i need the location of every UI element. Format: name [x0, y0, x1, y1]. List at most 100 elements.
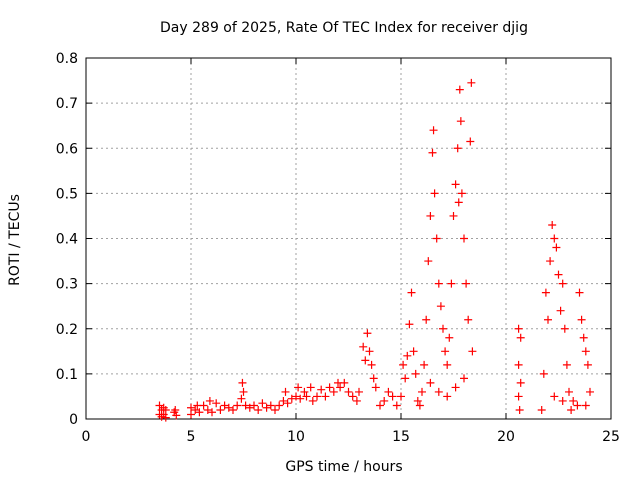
data-point [283, 399, 292, 408]
data-point [443, 392, 452, 401]
data-point [516, 333, 525, 342]
data-point [541, 288, 550, 297]
data-point [308, 396, 317, 405]
data-point [548, 220, 557, 229]
data-point [424, 257, 433, 266]
data-point [254, 405, 263, 414]
data-point [191, 405, 200, 414]
data-point [430, 189, 439, 198]
data-point [250, 401, 258, 410]
data-point [586, 387, 594, 396]
data-point [456, 117, 465, 126]
data-point [418, 387, 426, 396]
data-point [514, 392, 523, 401]
data-point [581, 347, 590, 356]
data-point [355, 387, 363, 396]
data-point [550, 392, 559, 401]
data-point [556, 306, 565, 315]
data-point [199, 401, 208, 410]
data-point [514, 360, 523, 369]
y-axis-ticks: 0 0.1 0.2 0.3 0.4 0.5 0.6 0.7 0.8 [56, 51, 611, 428]
y-tick-label: 0.6 [56, 141, 78, 157]
data-point [281, 387, 290, 396]
data-point [239, 387, 248, 396]
data-point [409, 347, 418, 356]
data-point [296, 394, 305, 403]
data-point [436, 302, 445, 311]
data-point [426, 211, 435, 220]
data-point [294, 383, 303, 392]
data-point [439, 324, 447, 333]
data-point [220, 401, 229, 410]
data-point [552, 243, 561, 252]
chart-title: Day 289 of 2025, Rate Of TEC Index for r… [160, 20, 528, 36]
data-point [292, 392, 300, 401]
data-point [266, 401, 275, 410]
grid-lines [86, 58, 611, 419]
data-point [468, 347, 477, 356]
data-point [567, 405, 576, 414]
x-tick-label: 5 [187, 429, 196, 445]
data-point [457, 189, 466, 198]
data-point [562, 360, 571, 369]
y-tick-label: 0 [69, 412, 78, 428]
data-point [271, 405, 279, 414]
data-point [300, 387, 309, 396]
data-point [514, 324, 523, 333]
data-point [212, 399, 221, 408]
x-tick-label: 25 [602, 429, 620, 445]
data-point [376, 401, 384, 410]
data-point [462, 279, 471, 288]
data-point [306, 383, 315, 392]
data-point [464, 315, 473, 324]
data-point [415, 401, 424, 410]
data-point [275, 401, 284, 410]
data-point [216, 405, 225, 414]
data-point [407, 288, 416, 297]
y-tick-label: 0.8 [56, 51, 78, 67]
data-point [434, 279, 443, 288]
data-point [460, 374, 468, 383]
y-tick-label: 0.7 [56, 96, 78, 112]
data-point [229, 405, 237, 414]
data-point [171, 405, 180, 414]
x-tick-label: 20 [497, 429, 515, 445]
data-point [577, 315, 586, 324]
data-point [447, 279, 456, 288]
x-tick-label: 10 [287, 429, 305, 445]
data-point [155, 401, 164, 410]
data-point [397, 392, 405, 401]
data-points [155, 78, 594, 422]
data-point [208, 408, 216, 417]
data-point [329, 387, 338, 396]
data-point [279, 396, 288, 405]
data-point [432, 234, 441, 243]
data-point [581, 401, 590, 410]
data-point [161, 413, 170, 422]
data-point [429, 126, 438, 135]
data-point [340, 378, 349, 387]
data-point [361, 356, 370, 365]
data-point [384, 387, 393, 396]
data-point [460, 234, 468, 243]
y-tick-label: 0.4 [56, 232, 78, 248]
data-point [405, 320, 414, 329]
data-point [233, 401, 242, 410]
data-point [392, 401, 401, 410]
data-point [420, 360, 429, 369]
data-point [434, 387, 443, 396]
data-point [388, 392, 397, 401]
data-point [245, 403, 254, 412]
data-point [187, 410, 195, 419]
y-tick-label: 0.1 [56, 367, 78, 383]
data-point [262, 403, 271, 412]
data-point [573, 401, 582, 410]
data-point [302, 392, 311, 401]
data-point [172, 411, 181, 420]
data-point [544, 315, 552, 324]
data-point [583, 360, 592, 369]
data-point [453, 144, 462, 153]
data-point [317, 385, 326, 394]
y-axis-label: ROTI / TECUs [7, 194, 23, 286]
